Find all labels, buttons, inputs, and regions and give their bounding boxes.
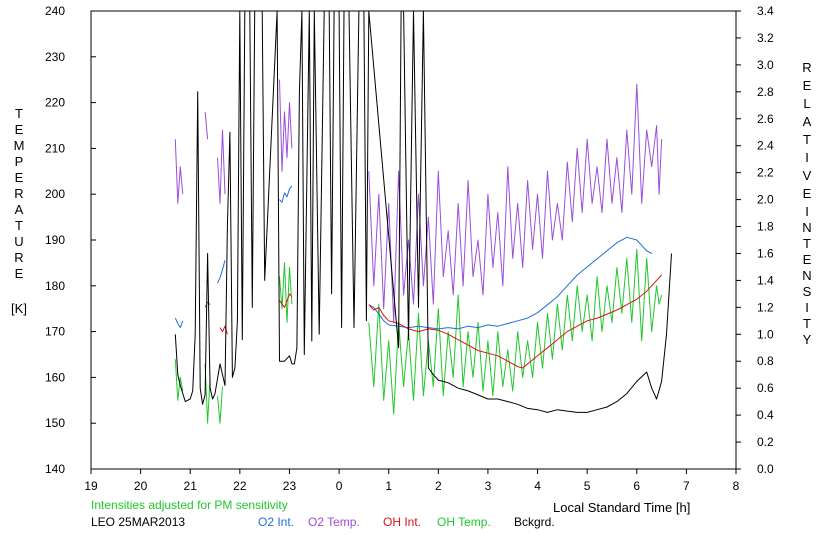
- right-axis-title-letter: T: [803, 132, 811, 147]
- left-axis-title-letter: M: [14, 138, 25, 153]
- right-tick-label: 0.0: [757, 462, 774, 476]
- left-axis-title-letter: E: [15, 170, 24, 185]
- right-axis-title-letter: I: [805, 204, 809, 219]
- x-tick-label: 3: [485, 479, 492, 493]
- series-line-o2-int: [174, 185, 652, 330]
- right-axis-title-letter: I: [805, 150, 809, 165]
- left-axis-unit: [K]: [11, 301, 27, 316]
- left-axis-title-letter: E: [15, 122, 24, 137]
- right-axis-title-letter: N: [802, 220, 811, 235]
- left-tick-label: 140: [45, 462, 65, 476]
- right-axis-title-letter: E: [803, 252, 812, 267]
- x-tick-label: 5: [584, 479, 591, 493]
- x-tick-label: 20: [134, 479, 148, 493]
- right-axis-title-letter: I: [805, 300, 809, 315]
- right-axis-title-letter: E: [803, 186, 812, 201]
- left-tick-label: 180: [45, 279, 65, 293]
- right-tick-label: 1.6: [757, 246, 774, 260]
- right-axis-title-letter: S: [803, 284, 812, 299]
- left-axis: 140 150 160 170 180 190 200 210 220 230 240: [45, 4, 96, 476]
- x-tick-label: 1: [385, 479, 392, 493]
- station-label: LEO 25MAR2013: [91, 515, 185, 529]
- right-tick-label: 1.0: [757, 327, 774, 341]
- right-axis-title-letter: L: [803, 96, 810, 111]
- right-tick-label: 1.8: [757, 220, 774, 234]
- x-tick-label: 4: [534, 479, 541, 493]
- left-axis-title-letter: A: [15, 202, 24, 217]
- right-axis: 0.0 0.2 0.4 0.6 0.8 1.0 1.2 1.4 1.6 1.8 2.0 2.2 2.4 2…: [736, 4, 774, 476]
- right-tick-label: 0.4: [757, 408, 774, 422]
- x-tick-label: 7: [683, 479, 690, 493]
- x-tick-label: 23: [283, 479, 297, 493]
- legend-entry: Bckgrd.: [514, 515, 555, 529]
- series-line-o2-temp: [174, 79, 663, 323]
- legend-entry: O2 Int.: [258, 515, 294, 529]
- sensitivity-note: Intensities adjusted for PM sensitivity: [91, 498, 288, 512]
- left-axis-title-letter: T: [15, 218, 23, 233]
- right-axis-title-letter: V: [803, 168, 812, 183]
- left-axis-title-letter: R: [14, 250, 23, 265]
- right-tick-label: 0.6: [757, 381, 774, 395]
- left-tick-label: 160: [45, 370, 65, 384]
- left-tick-label: 210: [45, 141, 65, 155]
- legend: O2 Int. O2 Temp. OH Int. OH Temp. Bckgrd.: [258, 515, 555, 529]
- legend-entry: O2 Temp.: [308, 515, 360, 529]
- legend-entry: OH Temp.: [437, 515, 491, 529]
- left-axis-title-letter: P: [15, 154, 24, 169]
- left-tick-label: 200: [45, 187, 65, 201]
- right-axis-title-letter: R: [802, 60, 811, 75]
- right-axis-title-letter: T: [803, 236, 811, 251]
- right-tick-label: 2.6: [757, 112, 774, 126]
- right-tick-label: 2.8: [757, 85, 774, 99]
- right-tick-label: 1.2: [757, 300, 774, 314]
- right-tick-label: 1.4: [757, 273, 774, 287]
- x-tick-label: 0: [336, 479, 343, 493]
- left-tick-label: 240: [45, 4, 65, 18]
- legend-entry: OH Int.: [383, 515, 421, 529]
- x-axis-title: Local Standard Time [h]: [553, 500, 690, 515]
- left-axis-title-letter: T: [15, 106, 23, 121]
- x-axis: 19 20 21 22 23 0 1 2 3 4 5 6 7 8: [84, 469, 740, 493]
- right-axis-title-letter: A: [803, 114, 812, 129]
- right-tick-label: 3.2: [757, 31, 774, 45]
- x-tick-label: 8: [733, 479, 740, 493]
- right-tick-label: 3.0: [757, 58, 774, 72]
- x-tick-label: 21: [184, 479, 198, 493]
- left-axis-title-letter: E: [15, 266, 24, 281]
- x-tick-label: 2: [435, 479, 442, 493]
- right-tick-label: 0.2: [757, 435, 774, 449]
- right-tick-label: 2.4: [757, 139, 774, 153]
- right-tick-label: 3.4: [757, 4, 774, 18]
- right-axis-title-letter: N: [802, 268, 811, 283]
- x-tick-label: 6: [633, 479, 640, 493]
- right-axis-title-letter: Y: [803, 332, 812, 347]
- series-line-bckgrd: [174, 10, 672, 413]
- right-axis-title-letter: E: [803, 78, 812, 93]
- right-tick-label: 0.8: [757, 354, 774, 368]
- right-axis-title-letter: T: [803, 316, 811, 331]
- left-tick-label: 150: [45, 416, 65, 430]
- right-tick-label: 2.0: [757, 193, 774, 207]
- series-line-oh-temp: [174, 248, 663, 424]
- left-tick-label: 230: [45, 50, 65, 64]
- left-axis-title-letter: U: [14, 234, 23, 249]
- left-tick-label: 220: [45, 96, 65, 110]
- left-tick-label: 170: [45, 325, 65, 339]
- left-tick-label: 190: [45, 233, 65, 247]
- x-tick-label: 19: [84, 479, 98, 493]
- left-axis-title-letter: R: [14, 186, 23, 201]
- series-layer: [174, 10, 672, 424]
- x-tick-label: 22: [233, 479, 247, 493]
- right-tick-label: 2.2: [757, 166, 774, 180]
